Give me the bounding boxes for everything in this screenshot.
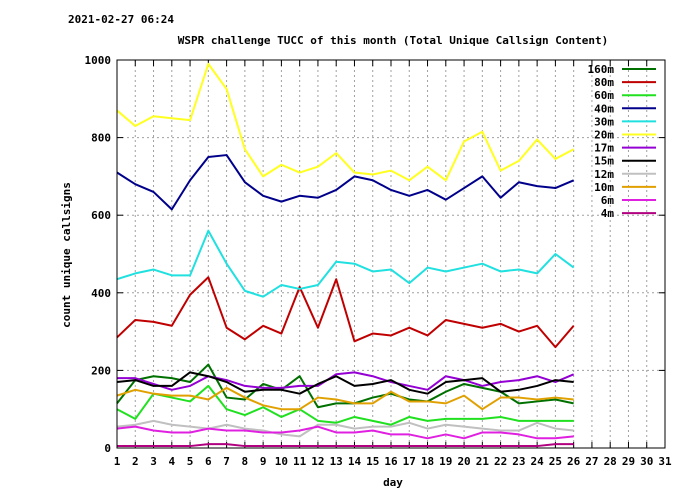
series-line-80m — [116, 276, 575, 349]
x-tick-label: 19 — [439, 455, 452, 468]
x-tick-label: 8 — [242, 455, 249, 468]
x-tick-label: 30 — [640, 455, 653, 468]
x-tick-label: 29 — [622, 455, 635, 468]
y-tick-label: 1000 — [85, 54, 112, 67]
x-tick-label: 5 — [187, 455, 194, 468]
x-tick-label: 28 — [604, 455, 617, 468]
x-tick-label: 16 — [384, 455, 398, 468]
legend-label-80m: 80m — [594, 76, 614, 89]
x-tick-labels: 1 2 3 4 5 6 7 8 9 10 11 12 13 14 15 16 17 18 19 20 21 22 23 24 2… — [114, 455, 672, 468]
x-tick-label: 24 — [531, 455, 545, 468]
legend-label-4m: 4m — [601, 207, 615, 220]
y-tick-label: 800 — [91, 132, 111, 145]
x-tick-label: 31 — [658, 455, 672, 468]
legend-label-20m: 20m — [594, 129, 614, 142]
y-tick-label: 200 — [91, 364, 111, 377]
x-tick-label: 17 — [403, 455, 416, 468]
x-tick-label: 6 — [205, 455, 212, 468]
plot-frame — [116, 59, 666, 449]
x-tick-label: 21 — [476, 455, 490, 468]
x-axis-label: day — [383, 476, 403, 489]
series-line-20m — [116, 62, 575, 182]
legend-label-15m: 15m — [594, 155, 614, 168]
legend-label-10m: 10m — [594, 181, 614, 194]
legend-label-17m: 17m — [594, 142, 614, 155]
timestamp: 2021-02-27 06:24 — [68, 13, 174, 26]
series-line-40m — [116, 154, 575, 211]
x-tick-label: 7 — [223, 455, 230, 468]
legend-label-160m: 160m — [588, 63, 615, 76]
y-tick-label: 600 — [91, 209, 111, 222]
x-tick-label: 27 — [585, 455, 598, 468]
series-layer — [116, 62, 575, 448]
x-tick-label: 12 — [311, 455, 324, 468]
series-line-30m — [116, 229, 575, 298]
legend-label-40m: 40m — [594, 102, 614, 115]
x-tick-label: 25 — [549, 455, 562, 468]
x-tick-label: 26 — [567, 455, 581, 468]
series-line-15m — [116, 371, 574, 395]
legend-label-60m: 60m — [594, 89, 614, 102]
series-line-10m — [116, 386, 574, 411]
chart-title: WSPR challenge TUCC of this month (Total… — [178, 34, 608, 47]
legend-label-6m: 6m — [601, 194, 615, 207]
x-tick-label: 11 — [293, 455, 307, 468]
x-tick-label: 9 — [260, 455, 267, 468]
x-tick-label: 1 — [114, 455, 121, 468]
y-tick-label: 400 — [91, 287, 111, 300]
series-line-60m — [116, 384, 574, 426]
x-tick-label: 4 — [168, 455, 175, 468]
x-tick-label: 22 — [494, 455, 507, 468]
x-tick-label: 20 — [457, 455, 470, 468]
y-tick-label: 0 — [104, 442, 111, 455]
legend-label-12m: 12m — [594, 168, 614, 181]
y-tick-labels: 0 200 400 600 800 1000 — [85, 54, 112, 455]
series-line-17m — [117, 371, 575, 391]
y-axis-label: count unique callsigns — [60, 182, 73, 328]
x-tick-label: 23 — [512, 455, 525, 468]
x-tick-label: 3 — [150, 455, 157, 468]
series-line-160m — [116, 363, 574, 409]
x-tick-label: 2 — [132, 455, 139, 468]
legend-label-30m: 30m — [594, 115, 614, 128]
x-tick-label: 15 — [366, 455, 379, 468]
series-line-4m — [117, 443, 574, 448]
x-tick-label: 13 — [330, 455, 343, 468]
x-tick-label: 10 — [275, 455, 288, 468]
x-tick-label: 18 — [421, 455, 434, 468]
series-line-12m — [116, 419, 574, 438]
series-line-6m — [116, 425, 574, 440]
x-tick-label: 14 — [348, 455, 362, 468]
